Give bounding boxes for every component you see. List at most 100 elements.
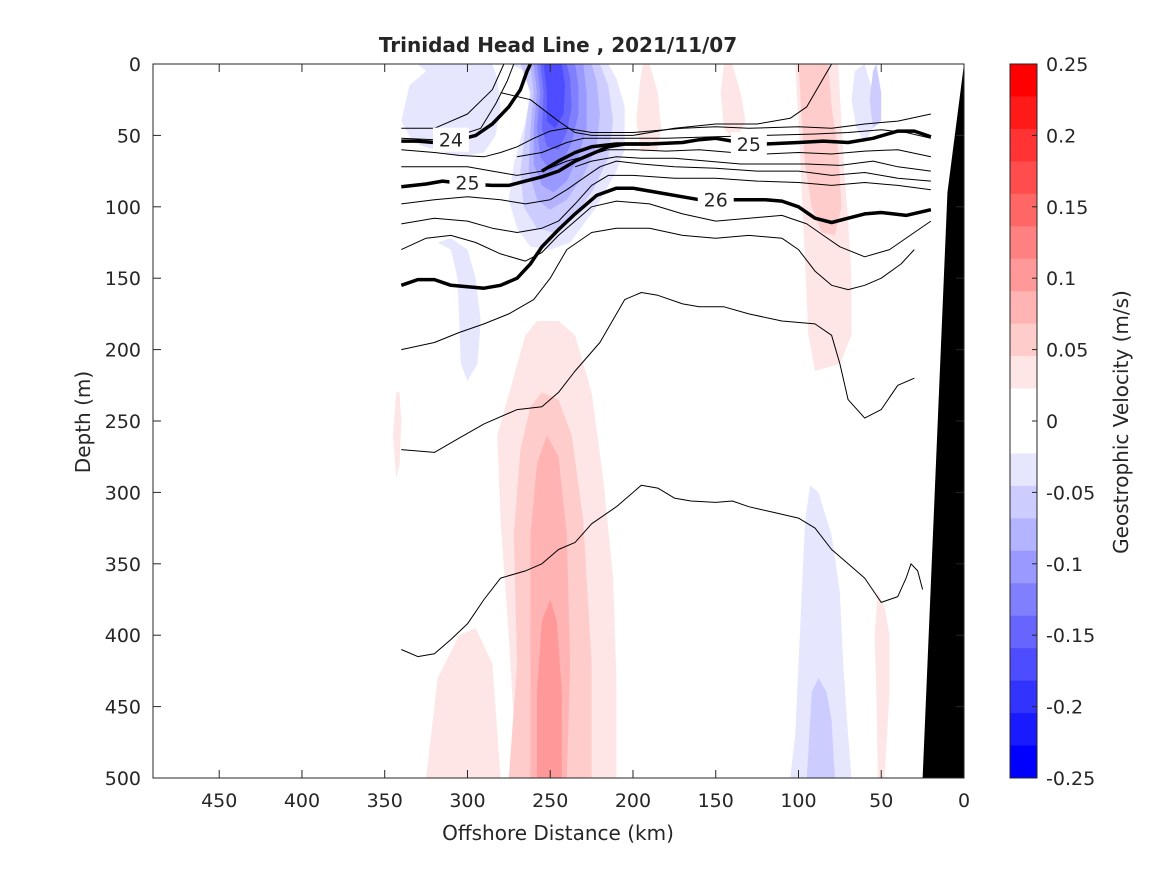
colorbar-swatch	[1010, 96, 1037, 130]
x-axis-ticks: 450 400 350 300 250 200 150 100 50 0	[201, 64, 970, 812]
colorbar-swatch	[1010, 518, 1037, 552]
velocity-patch	[543, 64, 566, 129]
y-tick-label: 450	[105, 697, 141, 719]
colorbar-tick-label: 0.25	[1046, 54, 1088, 76]
y-axis-label: Depth (m)	[71, 371, 95, 473]
x-axis-label: Offshore Distance (km)	[442, 821, 674, 845]
y-tick-label: 300	[105, 482, 141, 504]
velocity-patch	[874, 592, 890, 778]
y-axis-ticks: 0 50 100 150 200 250 300 350 400 450 500	[105, 54, 964, 790]
x-tick-label: 250	[532, 790, 568, 812]
x-tick-label: 400	[284, 790, 320, 812]
colorbar-tick-label: -0.05	[1046, 482, 1095, 504]
isopycnal-bold-line	[401, 142, 650, 189]
x-tick-label: 450	[201, 790, 237, 812]
isopycnal-line	[401, 149, 932, 176]
colorbar-swatch	[1010, 615, 1037, 649]
colorbar-swatch	[1010, 128, 1037, 162]
colorbar-swatch	[1010, 291, 1037, 325]
x-tick-label: 100	[780, 790, 816, 812]
colorbar-tick-label: -0.2	[1046, 697, 1083, 719]
isopycnal-line	[401, 174, 931, 233]
velocity-patches	[393, 64, 890, 778]
velocity-patch	[806, 678, 835, 778]
colorbar-swatch	[1010, 648, 1037, 682]
colorbar-tick-label: 0.1	[1046, 268, 1076, 290]
colorbar-swatch	[1010, 713, 1037, 747]
isopycnal-line	[574, 156, 931, 172]
y-tick-label: 350	[105, 554, 141, 576]
isopycnal-labels: 24 25 25 26	[432, 127, 767, 212]
colorbar-swatch	[1010, 161, 1037, 195]
velocity-patch	[851, 64, 873, 143]
colorbar-swatch	[1010, 193, 1037, 227]
velocity-patch	[537, 599, 562, 778]
velocity-patch	[798, 64, 842, 236]
isopycnal-label-bg	[449, 170, 486, 195]
y-tick-label: 50	[117, 125, 141, 147]
isopycnal-label: 26	[704, 190, 728, 212]
x-tick-label: 200	[615, 790, 651, 812]
colorbar-tick-label: 0.2	[1046, 125, 1076, 147]
isopycnal-label-bg	[697, 187, 734, 212]
isopycnal-line	[401, 63, 505, 129]
isopycnal-label-bg	[432, 127, 469, 152]
y-tick-label: 500	[105, 768, 141, 790]
colorbar-ticks: 0.25 0.2 0.15 0.1 0.05 0 -0.05 -0.1 -0.15 -0.2 -0.…	[1032, 54, 1095, 790]
y-tick-label: 250	[105, 411, 141, 433]
colorbar-swatch	[1010, 356, 1037, 390]
x-tick-label: 350	[367, 790, 403, 812]
isopycnal-lines	[400, 63, 932, 658]
colorbar-swatch	[1010, 421, 1037, 454]
velocity-patch	[393, 392, 402, 479]
isopycnal-label: 25	[455, 173, 479, 195]
y-tick-label: 150	[105, 268, 141, 290]
colorbar-tick-label: 0.05	[1046, 340, 1088, 362]
x-tick-label: 300	[449, 790, 485, 812]
colorbar-tick-label: 0	[1046, 411, 1058, 433]
velocity-patch	[636, 64, 662, 153]
colorbar-swatch	[1010, 226, 1037, 260]
land-mask	[922, 64, 964, 778]
isopycnal-label: 25	[737, 134, 761, 156]
colorbar-swatch	[1010, 745, 1037, 779]
isopycnal-label-bg	[730, 131, 767, 156]
colorbar-tick-label: 0.15	[1046, 197, 1088, 219]
colorbar-label: Geostrophic Velocity (m/s)	[1109, 290, 1133, 554]
colorbar-swatch	[1010, 583, 1037, 617]
colorbar-swatch	[1010, 258, 1037, 292]
colorbar-tick-label: -0.1	[1046, 554, 1083, 576]
colorbar-swatch	[1010, 388, 1037, 422]
isopycnal-line	[401, 227, 915, 351]
isopycnal-bold-line	[401, 63, 532, 145]
velocity-patch	[869, 64, 882, 129]
y-tick-label: 100	[105, 197, 141, 219]
colorbar-swatch	[1010, 453, 1037, 487]
isopycnal-line	[401, 113, 932, 158]
x-tick-label: 0	[958, 790, 970, 812]
colorbar-swatch	[1010, 323, 1037, 357]
colorbar-tick-label: -0.25	[1046, 768, 1095, 790]
velocity-patch	[437, 238, 481, 381]
colorbar-swatch	[1010, 550, 1037, 584]
velocity-patch	[790, 485, 852, 778]
isopycnal-label: 24	[439, 130, 463, 152]
velocity-patch	[720, 64, 746, 143]
isopycnal-line	[401, 200, 932, 262]
colorbar-swatch	[1010, 485, 1037, 519]
isopycnal-bold-line	[540, 129, 932, 173]
isopycnal-line	[401, 160, 931, 205]
y-tick-label: 400	[105, 625, 141, 647]
isopycnal-line	[500, 63, 833, 136]
isopycnal-bold-line	[400, 186, 932, 290]
colorbar-tick-label: -0.15	[1046, 625, 1095, 647]
colorbar-swatch	[1010, 680, 1037, 714]
y-tick-label: 0	[129, 54, 141, 76]
y-tick-label: 200	[105, 340, 141, 362]
colorbar-swatch	[1010, 64, 1037, 97]
x-tick-label: 50	[869, 790, 893, 812]
x-tick-label: 150	[698, 790, 734, 812]
isopycnal-line	[401, 484, 924, 658]
